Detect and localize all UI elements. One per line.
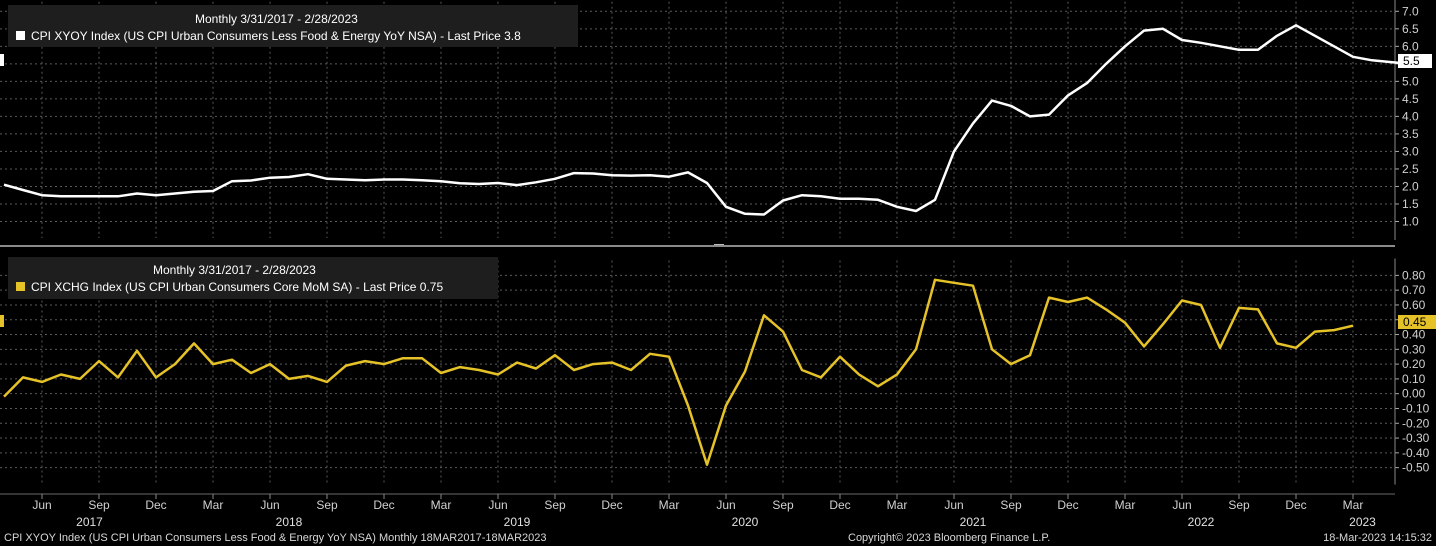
x-month-label: Sep — [772, 498, 794, 512]
x-month-label: Dec — [829, 498, 850, 512]
x-month-label: Mar — [887, 498, 908, 512]
bottom-y-tick-label: 0.30 — [1402, 342, 1426, 356]
x-month-label: Sep — [88, 498, 110, 512]
bottom-y-tick-label: -0.50 — [1402, 461, 1430, 475]
x-year-label: 2022 — [1188, 515, 1215, 529]
x-month-label: Sep — [1228, 498, 1250, 512]
top-panel: Monthly 3/31/2017 - 2/28/2023 CPI XYOY I… — [0, 0, 1432, 240]
x-month-label: Jun — [716, 498, 735, 512]
bottom-y-tick-label: -0.40 — [1402, 446, 1430, 460]
x-month-label: Sep — [316, 498, 338, 512]
x-month-label: Mar — [659, 498, 680, 512]
bottom-series-line — [3, 278, 1354, 466]
x-year-label: 2020 — [732, 515, 759, 529]
x-axis-months: Jun Sep Dec Mar Jun Sep Dec Mar Jun Sep Dec Mar Jun S… — [32, 494, 1363, 512]
bottom-y-tick-label: 0.60 — [1402, 298, 1426, 312]
x-month-label: Dec — [373, 498, 394, 512]
top-y-tick-label: 2.5 — [1402, 162, 1419, 176]
bottom-y-tick-label: 0.40 — [1402, 328, 1426, 342]
x-month-label: Mar — [431, 498, 452, 512]
x-year-label: 2021 — [960, 515, 987, 529]
top-y-tick-label: 6.0 — [1402, 39, 1419, 53]
x-axis-years: 2017 2018 2019 2020 2021 2022 2023 — [76, 515, 1376, 529]
x-year-label: 2019 — [504, 515, 531, 529]
footer-copyright: Copyright© 2023 Bloomberg Finance L.P. — [848, 532, 1050, 544]
x-month-label: Jun — [260, 498, 279, 512]
bottom-legend-swatch — [16, 282, 25, 291]
footer-left: CPI XYOY Index (US CPI Urban Consumers L… — [4, 532, 547, 544]
top-y-axis: 1.0 1.5 2.0 2.5 3.0 3.5 4.0 4.5 5.0 5.56.0 6.5 7.0 — [1394, 0, 1419, 240]
top-y-tick-label: 6.5 — [1402, 22, 1419, 36]
top-legend-label: CPI XYOY Index (US CPI Urban Consumers L… — [31, 29, 521, 43]
top-left-marker — [0, 54, 4, 66]
x-month-label: Jun — [944, 498, 963, 512]
x-month-label: Dec — [1285, 498, 1306, 512]
top-y-tick-label: 3.5 — [1402, 127, 1419, 141]
x-month-label: Mar — [1343, 498, 1364, 512]
top-y-tick-label: 3.0 — [1402, 144, 1419, 158]
top-y-tick-label: 4.5 — [1402, 92, 1419, 106]
x-month-label: Sep — [1000, 498, 1022, 512]
bottom-panel: Monthly 3/31/2017 - 2/28/2023 CPI XCHG I… — [0, 257, 1436, 485]
top-y-tick-label: 1.0 — [1402, 214, 1419, 228]
top-y-tick-label: 7.0 — [1402, 4, 1419, 18]
top-panel-grid — [0, 1, 1395, 238]
x-month-label: Jun — [488, 498, 507, 512]
bottom-legend-label: CPI XCHG Index (US CPI Urban Consumers C… — [31, 280, 443, 294]
bottom-left-marker — [0, 315, 4, 327]
x-month-label: Dec — [145, 498, 166, 512]
top-y-tick-label: 4.0 — [1402, 109, 1419, 123]
x-month-label: Mar — [203, 498, 224, 512]
x-month-label: Sep — [544, 498, 566, 512]
bottom-y-tick-label: 0.80 — [1402, 268, 1426, 282]
bottom-y-tick-label: -0.10 — [1402, 401, 1430, 415]
x-month-label: Jun — [1172, 498, 1191, 512]
bottom-legend-box — [8, 257, 498, 299]
bottom-legend-period: Monthly 3/31/2017 - 2/28/2023 — [153, 263, 316, 277]
top-y-tick-label: 2.0 — [1402, 179, 1419, 193]
x-month-label: Jun — [32, 498, 51, 512]
bottom-last-value-badge — [1398, 315, 1436, 329]
x-year-label: 2023 — [1349, 515, 1376, 529]
bottom-y-tick-label: 0.20 — [1402, 357, 1426, 371]
x-month-label: Dec — [601, 498, 622, 512]
bottom-y-tick-label: 0.70 — [1402, 283, 1426, 297]
x-month-label: Mar — [1115, 498, 1136, 512]
bottom-y-tick-label: -0.20 — [1402, 416, 1430, 430]
bottom-y-tick-label: 0.00 — [1402, 387, 1426, 401]
x-month-label: Dec — [1057, 498, 1078, 512]
top-legend-box — [8, 5, 578, 47]
top-legend-period: Monthly 3/31/2017 - 2/28/2023 — [195, 12, 358, 26]
x-year-label: 2017 — [76, 515, 103, 529]
top-last-value-badge — [1398, 54, 1432, 68]
top-last-value-text: 5.5 — [1403, 54, 1420, 68]
top-legend-swatch — [16, 31, 25, 40]
top-series-line — [3, 24, 1411, 216]
x-year-label: 2018 — [276, 515, 303, 529]
top-y-tick-label: 5.0 — [1402, 74, 1419, 88]
bottom-y-tick-label: 0.10 — [1402, 372, 1426, 386]
footer-timestamp: 18-Mar-2023 14:15:32 — [1323, 532, 1432, 544]
top-y-tick-label: 1.5 — [1402, 197, 1419, 211]
bottom-y-tick-label: -0.30 — [1402, 431, 1430, 445]
bottom-last-value-text: 0.45 — [1403, 315, 1427, 329]
